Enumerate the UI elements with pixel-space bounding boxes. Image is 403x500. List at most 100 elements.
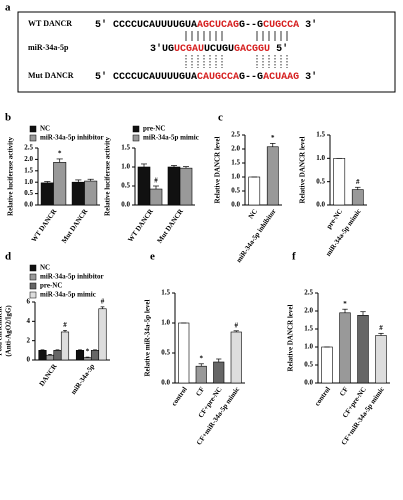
sequence-segment: 5' CCCCUCAUUUUGUA [95, 71, 197, 83]
y-tick-label: 2.5 [231, 131, 240, 139]
significance-mark: # [235, 321, 239, 329]
x-tick-label: CF [194, 385, 206, 397]
y-tick-label: 6 [27, 298, 31, 306]
y-tick-label: 2.5 [24, 144, 33, 152]
y-axis-label: Relative DANCR level [299, 137, 307, 204]
x-tick-label: control [170, 385, 189, 407]
sequence-segment: 5' CCCCUCAUUUUGUA [95, 19, 197, 31]
y-tick-label: 0.5 [304, 361, 313, 369]
x-tick-label: CF [338, 385, 350, 397]
bar [98, 308, 107, 361]
sequence: 3'UGUCGAUUCUGUGACGGU 5' [150, 43, 288, 55]
bar [351, 189, 364, 206]
sequence-segment: UCUGU [204, 44, 234, 55]
legend-label: pre-NC [40, 282, 62, 290]
y-axis-label: Relative miR-34a-5p level [144, 299, 152, 376]
x-tick-label: WT DANCR [30, 207, 59, 244]
y-tick-label: 0.0 [121, 201, 130, 209]
x-tick-label: miR-34a-5p [69, 362, 96, 396]
y-tick-label: 2.0 [304, 307, 313, 315]
bar [195, 365, 207, 384]
y-tick-label: 1.0 [24, 178, 33, 186]
y-tick-label: 0.0 [231, 201, 240, 209]
sequence: 5' CCCCUCAUUUUGUACAUGCCAG--GACUAAG 3' [95, 71, 317, 83]
legend-swatch [29, 125, 37, 133]
significance-mark: * [86, 348, 90, 356]
bar [90, 350, 100, 361]
bar [137, 166, 151, 206]
sequence-segment: AGCUCAG [197, 20, 239, 31]
legend-swatch [132, 134, 140, 142]
y-tick-label: 1.5 [24, 166, 33, 174]
sequence-box [17, 11, 396, 93]
sequence-segment: 5' [270, 43, 288, 55]
y-tick-label: 0.0 [304, 379, 313, 387]
bar [179, 167, 193, 206]
y-tick-label: 2.0 [231, 145, 240, 153]
sequence-segment: G--G [239, 72, 263, 83]
panel-label: a [5, 2, 11, 14]
bar [84, 180, 98, 206]
significance-mark: # [101, 297, 105, 305]
bar [230, 331, 242, 384]
y-tick-label: 1.5 [231, 159, 240, 167]
bar [178, 322, 190, 384]
sequence-segment: G--G [239, 20, 263, 31]
bar [333, 158, 346, 206]
significance-mark: * [343, 300, 347, 308]
bar [357, 315, 369, 384]
panel-label: e [150, 251, 155, 263]
x-tick-label: miR-34a-5p mimic [324, 207, 363, 257]
y-tick-label: 1.0 [304, 343, 313, 351]
y-tick-label: 1.0 [316, 154, 325, 162]
bar [75, 350, 85, 361]
y-axis-label: Relative DANCR level [214, 137, 222, 204]
y-tick-label: 2 [27, 336, 31, 344]
row-label: WT DANCR [28, 19, 72, 28]
legend-swatch [132, 125, 140, 133]
sequence-segment: 3'UG [150, 43, 174, 55]
sequence-segment: ACUAAG [263, 72, 299, 83]
y-axis-label: (Anti-AgO2/IgG) [5, 305, 13, 357]
sequence-segment: GACGGU [234, 44, 270, 55]
bar [266, 146, 279, 206]
y-tick-label: 1.0 [161, 319, 170, 327]
significance-mark: # [356, 178, 360, 186]
panel-label: f [292, 251, 296, 263]
panel-label: d [5, 251, 11, 263]
y-tick-label: 1.5 [121, 144, 130, 152]
legend-swatch [29, 273, 37, 281]
x-tick-label: control [313, 385, 332, 407]
row-label: Mut DANCR [28, 71, 74, 80]
y-tick-label: 1.0 [231, 173, 240, 181]
y-axis-label: Relative luciferase activity [7, 137, 15, 216]
y-tick-label: 1.5 [161, 289, 170, 297]
x-tick-label: WT DANCR [126, 207, 155, 244]
significance-mark: * [58, 150, 62, 158]
bar [38, 350, 47, 361]
legend-label: pre-NC [143, 125, 165, 133]
x-tick-label: Mut DANCR [156, 207, 186, 245]
y-tick-label: 0.5 [161, 349, 170, 357]
panel-label: c [218, 112, 223, 124]
y-tick-label: 0.5 [231, 187, 240, 195]
x-tick-label: NC [247, 207, 259, 220]
bar [53, 162, 67, 206]
legend-swatch [29, 291, 37, 299]
bar [339, 312, 351, 384]
bar [71, 181, 85, 206]
sequence: 5' CCCCUCAUUUUGUAAGCUCAGG--GCUGCCA 3' [95, 19, 317, 31]
y-tick-label: 1.0 [121, 163, 130, 171]
panel-label: b [5, 112, 11, 124]
y-tick-label: 0.5 [316, 177, 325, 185]
y-tick-label: 0.0 [161, 379, 170, 387]
bar [53, 350, 62, 361]
significance-mark: # [63, 321, 67, 329]
bar [248, 176, 261, 206]
bar [83, 357, 92, 361]
significance-mark: * [200, 354, 204, 362]
legend-label: NC [40, 125, 50, 133]
legend-swatch [29, 264, 37, 272]
y-tick-label: 2.5 [304, 289, 313, 297]
